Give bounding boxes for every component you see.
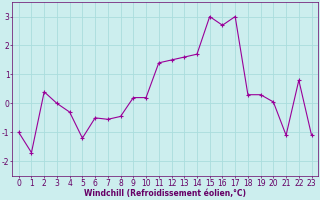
X-axis label: Windchill (Refroidissement éolien,°C): Windchill (Refroidissement éolien,°C) bbox=[84, 189, 246, 198]
